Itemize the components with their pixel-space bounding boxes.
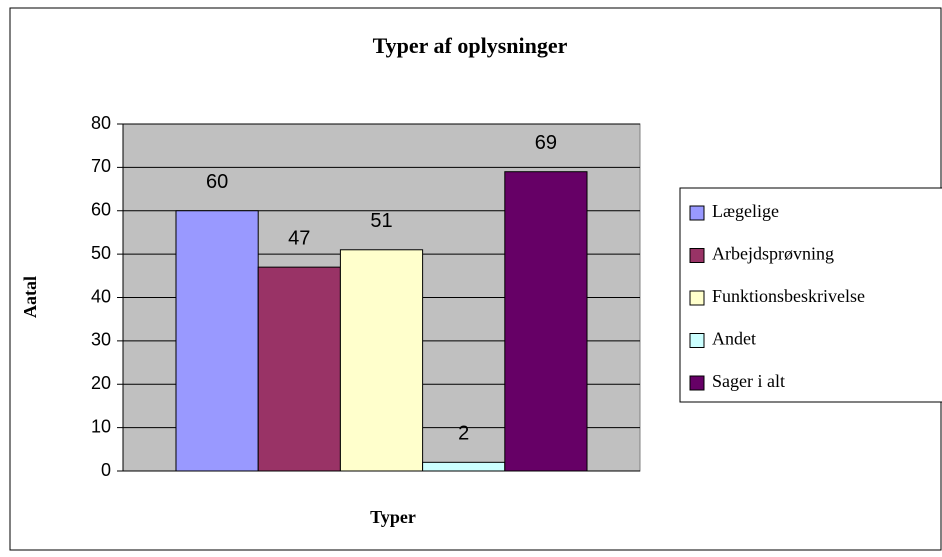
y-tick-label: 10 bbox=[91, 416, 111, 436]
y-tick-label: 40 bbox=[91, 286, 111, 306]
data-label: 47 bbox=[288, 227, 310, 249]
legend-label: Funktionsbeskrivelse bbox=[712, 286, 865, 306]
legend-label: Andet bbox=[712, 329, 756, 349]
bar bbox=[339, 249, 424, 472]
legend-swatch bbox=[689, 375, 705, 391]
x-axis-label: Typer bbox=[370, 507, 416, 527]
bar bbox=[422, 461, 506, 472]
legend-label: Arbejdsprøvning bbox=[712, 244, 834, 264]
y-tick-label: 60 bbox=[91, 200, 111, 220]
y-axis-label: Aatal bbox=[20, 276, 40, 318]
legend-swatch bbox=[689, 248, 705, 263]
y-tick-label: 0 bbox=[101, 460, 111, 480]
bar bbox=[175, 210, 259, 472]
y-tick-label: 20 bbox=[91, 373, 111, 393]
data-label: 60 bbox=[206, 171, 228, 193]
data-label: 2 bbox=[458, 423, 469, 445]
y-tick-label: 70 bbox=[91, 156, 111, 176]
legend-swatch bbox=[689, 205, 705, 221]
y-tick-label: 80 bbox=[91, 113, 111, 133]
legend-label: Lægelige bbox=[712, 201, 779, 221]
legend-box bbox=[679, 187, 942, 403]
y-tick-label: 30 bbox=[91, 330, 111, 350]
bar bbox=[504, 171, 588, 472]
legend-swatch bbox=[689, 290, 705, 306]
bar bbox=[257, 266, 341, 472]
legend-swatch bbox=[689, 333, 705, 348]
y-tick-label: 50 bbox=[91, 243, 111, 263]
legend-label: Sager i alt bbox=[712, 371, 785, 391]
data-label: 51 bbox=[370, 210, 392, 232]
data-label: 69 bbox=[535, 132, 557, 154]
chart-title: Typer af oplysninger bbox=[373, 33, 568, 58]
